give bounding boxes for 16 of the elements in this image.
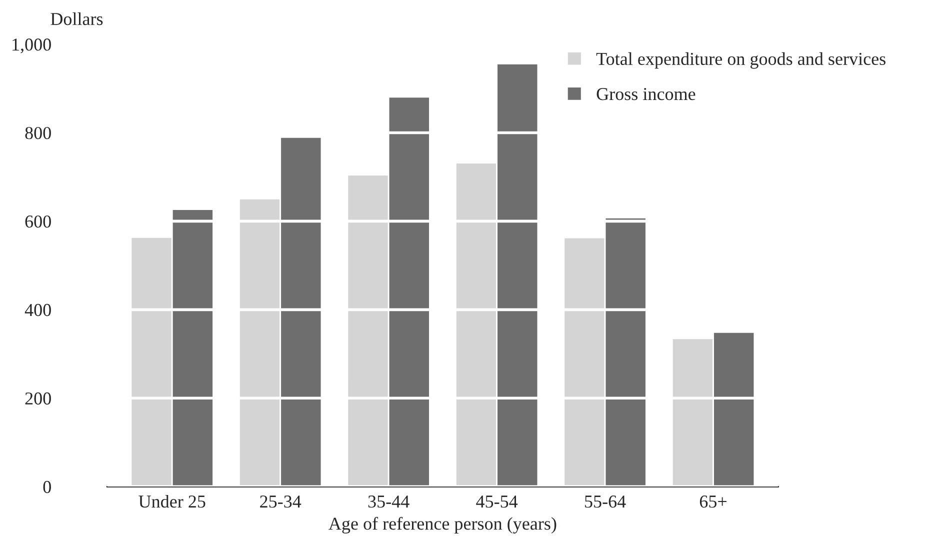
y-tick-label: 800 [25,126,51,140]
y-tick-label: 600 [25,215,51,228]
x-tick-label: 35-44 [368,496,410,508]
x-tick-label: 25-34 [260,496,302,508]
x-tick-label: 45-54 [476,496,518,508]
x-tick-label: Under 25 [138,494,206,508]
y-axis-title: Dollars [50,12,103,26]
x-axis-title: Age of reference person (years) [328,516,556,534]
legend-label: Total expenditure on goods and services [596,52,886,69]
y-tick-label: 200 [25,392,51,405]
y-tick-label: 1,000 [12,38,51,54]
y-tick-label: 400 [24,304,51,316]
x-tick-label: 65+ [700,496,727,508]
legend-label: Gross income [596,88,696,100]
y-tick-label: 0 [43,480,51,494]
x-tick-label: 55-64 [585,496,626,508]
